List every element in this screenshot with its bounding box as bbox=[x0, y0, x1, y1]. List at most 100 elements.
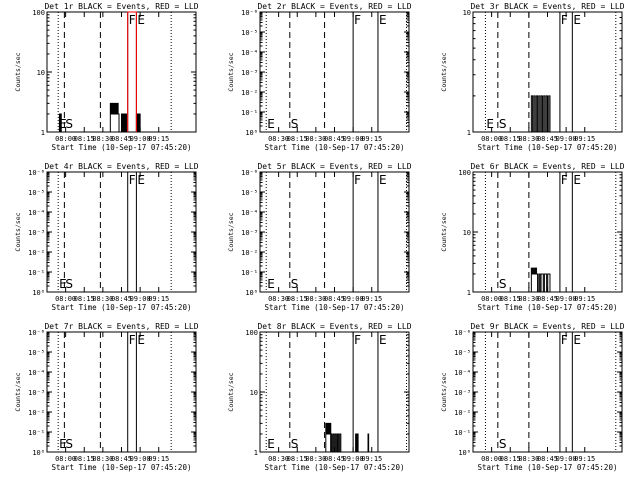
y-tick-label: 10⁻⁶ bbox=[28, 329, 45, 337]
y-tick-label: 10⁻³ bbox=[454, 389, 471, 397]
detector-panel: Det 3r BLACK = Events, RED = LLD 1 10 08:00… bbox=[440, 2, 625, 152]
series-0-burst bbox=[58, 113, 62, 133]
y-tick-label: 10⁻⁵ bbox=[28, 189, 45, 197]
vline-marker-label: F bbox=[354, 333, 361, 347]
panel-title: Det 6r BLACK = Events, RED = LLD bbox=[470, 162, 624, 171]
vline-marker-label: F bbox=[129, 173, 136, 187]
x-tick-label: 08:45 bbox=[537, 295, 558, 303]
y-tick-label: 10⁻² bbox=[28, 249, 45, 257]
series-0-burst bbox=[325, 422, 332, 452]
y-tick-label: 10⁻⁵ bbox=[28, 349, 45, 357]
y-tick-label: 10⁰ bbox=[32, 449, 45, 457]
x-tick-label: 09:15 bbox=[574, 295, 595, 303]
detector-panel: Det 1r BLACK = Events, RED = LLD 1 10 100 08… bbox=[14, 2, 199, 152]
y-axis-label: Counts/sec bbox=[14, 372, 22, 411]
x-axis-label: Start Time (10-Sep-17 07:45:20) bbox=[265, 143, 405, 152]
y-tick-label: 10⁻³ bbox=[241, 69, 258, 77]
x-tick-label: 09:15 bbox=[361, 135, 382, 143]
plot-frame bbox=[472, 331, 623, 453]
x-tick-label: 09:00 bbox=[130, 295, 151, 303]
x-tick-label: 09:15 bbox=[148, 295, 169, 303]
vline-marker-label: E bbox=[573, 173, 581, 187]
y-axis-label: Counts/sec bbox=[440, 52, 448, 91]
x-tick-label: 09:00 bbox=[556, 295, 577, 303]
series-0-burst bbox=[135, 113, 141, 133]
series-0-burst bbox=[538, 273, 551, 293]
x-tick-label: 08:00 bbox=[55, 295, 76, 303]
x-axis-label: Start Time (10-Sep-17 07:45:20) bbox=[478, 463, 618, 472]
x-tick-label: 09:15 bbox=[574, 135, 595, 143]
vline-marker-label: S bbox=[65, 437, 73, 451]
vline-marker-label: S bbox=[65, 277, 73, 291]
y-tick-label: 10⁻³ bbox=[241, 229, 258, 237]
vline-marker-label: S bbox=[499, 277, 507, 291]
y-tick-label: 1 bbox=[41, 129, 45, 137]
x-tick-label: 08:45 bbox=[324, 135, 345, 143]
x-tick-label: 08:00 bbox=[55, 455, 76, 463]
y-tick-label: 10⁻⁴ bbox=[241, 49, 258, 57]
y-tick-label: 10⁻⁴ bbox=[28, 209, 45, 217]
vline-marker-label: F bbox=[561, 13, 568, 27]
x-tick-label: 08:30 bbox=[518, 455, 539, 463]
y-tick-label: 10⁻⁴ bbox=[454, 369, 471, 377]
y-tick-label: 10⁻⁶ bbox=[454, 329, 471, 337]
x-tick-label: 08:30 bbox=[92, 455, 113, 463]
x-tick-label: 09:00 bbox=[556, 135, 577, 143]
y-tick-label: 10⁻² bbox=[454, 409, 471, 417]
x-axis-label: Start Time (10-Sep-17 07:45:20) bbox=[478, 303, 618, 312]
y-tick-label: 100 bbox=[32, 9, 45, 17]
y-axis-label: Counts/sec bbox=[440, 372, 448, 411]
vline-marker-label: S bbox=[65, 117, 73, 131]
vline-marker-label: E bbox=[486, 117, 494, 131]
plot-frame bbox=[259, 171, 410, 293]
x-tick-label: 08:30 bbox=[268, 455, 289, 463]
x-tick-label: 09:00 bbox=[130, 135, 151, 143]
x-tick-label: 08:30 bbox=[268, 295, 289, 303]
x-axis-label: Start Time (10-Sep-17 07:45:20) bbox=[52, 463, 192, 472]
y-tick-label: 10⁰ bbox=[458, 449, 471, 457]
vline-marker-label: E bbox=[137, 173, 145, 187]
vline-marker-label: F bbox=[129, 333, 136, 347]
x-tick-label: 08:30 bbox=[518, 295, 539, 303]
panel-title: Det 8r BLACK = Events, RED = LLD bbox=[257, 322, 411, 331]
x-tick-label: 09:15 bbox=[361, 455, 382, 463]
detector-panel: Det 4r BLACK = Events, RED = LLD 10⁰ 10⁻¹ 1… bbox=[14, 162, 199, 312]
x-axis-label: Start Time (10-Sep-17 07:45:20) bbox=[478, 143, 618, 152]
y-tick-label: 10⁻³ bbox=[28, 389, 45, 397]
x-tick-label: 08:15 bbox=[287, 455, 308, 463]
vline-marker-label: E bbox=[267, 437, 275, 451]
y-tick-label: 1 bbox=[467, 129, 471, 137]
x-axis-label: Start Time (10-Sep-17 07:45:20) bbox=[265, 463, 405, 472]
plot-frame bbox=[46, 171, 197, 293]
x-tick-label: 08:45 bbox=[111, 135, 132, 143]
x-tick-label: 08:45 bbox=[111, 295, 132, 303]
x-axis-label: Start Time (10-Sep-17 07:45:20) bbox=[52, 303, 192, 312]
vline-marker-label: E bbox=[59, 117, 67, 131]
y-tick-label: 100 bbox=[458, 169, 471, 177]
x-tick-label: 08:15 bbox=[74, 295, 95, 303]
x-tick-label: 08:15 bbox=[500, 135, 521, 143]
x-tick-label: 08:15 bbox=[287, 135, 308, 143]
y-tick-label: 10⁻¹ bbox=[28, 429, 45, 437]
y-axis-label: Counts/sec bbox=[227, 52, 235, 91]
series-0-burst bbox=[530, 95, 551, 133]
y-tick-label: 100 bbox=[245, 329, 258, 337]
vline-marker-label: F bbox=[354, 13, 361, 27]
series-0-burst bbox=[109, 102, 120, 132]
y-tick-label: 10⁰ bbox=[32, 289, 45, 297]
y-tick-label: 10⁻² bbox=[241, 89, 258, 97]
x-tick-label: 08:00 bbox=[481, 295, 502, 303]
y-tick-label: 10⁻³ bbox=[28, 229, 45, 237]
vline-marker-label: E bbox=[59, 437, 67, 451]
y-tick-label: 1 bbox=[254, 449, 258, 457]
x-tick-label: 08:15 bbox=[74, 455, 95, 463]
y-tick-label: 10⁻¹ bbox=[28, 269, 45, 277]
x-tick-label: 08:30 bbox=[305, 455, 326, 463]
y-tick-label: 10⁻⁵ bbox=[241, 189, 258, 197]
series-0-burst bbox=[530, 267, 539, 292]
detector-panel: Det 9r BLACK = Events, RED = LLD 10⁰ 10⁻¹ 1… bbox=[440, 322, 625, 472]
x-tick-label: 09:00 bbox=[343, 135, 364, 143]
y-tick-label: 10⁻⁵ bbox=[241, 29, 258, 37]
panel-title: Det 1r BLACK = Events, RED = LLD bbox=[44, 2, 198, 11]
